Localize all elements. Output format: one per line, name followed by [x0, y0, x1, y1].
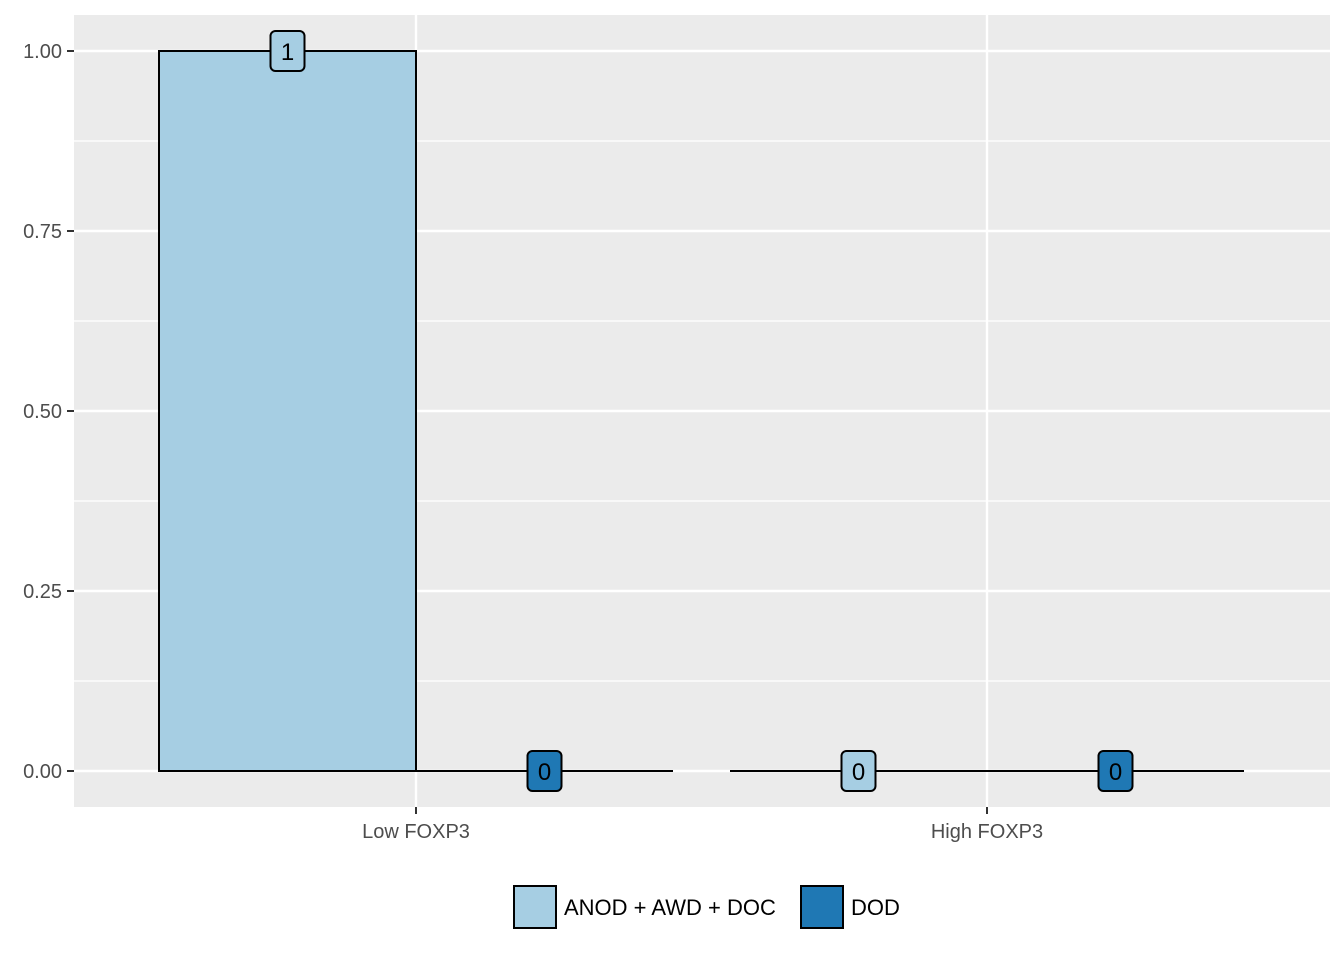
y-axis: 0.00 0.25 0.50 0.75 1.00: [23, 41, 74, 783]
bar: [158, 50, 417, 772]
bar-label-text: 0: [1109, 759, 1122, 786]
y-tick-label: 1.00: [23, 41, 62, 63]
bar-label-box: [1097, 750, 1134, 792]
y-tick-label: 0.00: [23, 761, 62, 783]
y-tick-label: 0.25: [23, 581, 62, 603]
y-tick-label: 0.50: [23, 401, 62, 423]
legend-item: ANOD + AWD + DOC: [513, 885, 776, 929]
bar-label: 0: [526, 750, 563, 792]
bar-label-text: 1: [281, 39, 294, 66]
bars: [158, 50, 1244, 772]
x-tick-label: High FOXP3: [931, 821, 1043, 843]
bar-label-box: [840, 750, 877, 792]
legend-item: DOD: [800, 885, 900, 929]
bar-labels: 1 0 0 0: [269, 30, 1134, 792]
bar-label-text: 0: [538, 759, 551, 786]
bar-label: 0: [1097, 750, 1134, 792]
bar-label-box: [526, 750, 563, 792]
x-tick-label: Low FOXP3: [362, 821, 470, 843]
bar-label-text: 0: [852, 759, 865, 786]
legend: ANOD + AWD + DOC DOD: [513, 885, 900, 929]
bar-label: 1: [269, 30, 306, 72]
legend-key: [800, 885, 844, 929]
legend-key: [513, 885, 557, 929]
bar-label: 0: [840, 750, 877, 792]
y-tick-label: 0.75: [23, 221, 62, 243]
legend-label: DOD: [851, 895, 900, 920]
legend-label: ANOD + AWD + DOC: [564, 895, 776, 920]
bar-label-box: [269, 30, 306, 72]
x-axis: Low FOXP3 High FOXP3: [362, 807, 1043, 843]
